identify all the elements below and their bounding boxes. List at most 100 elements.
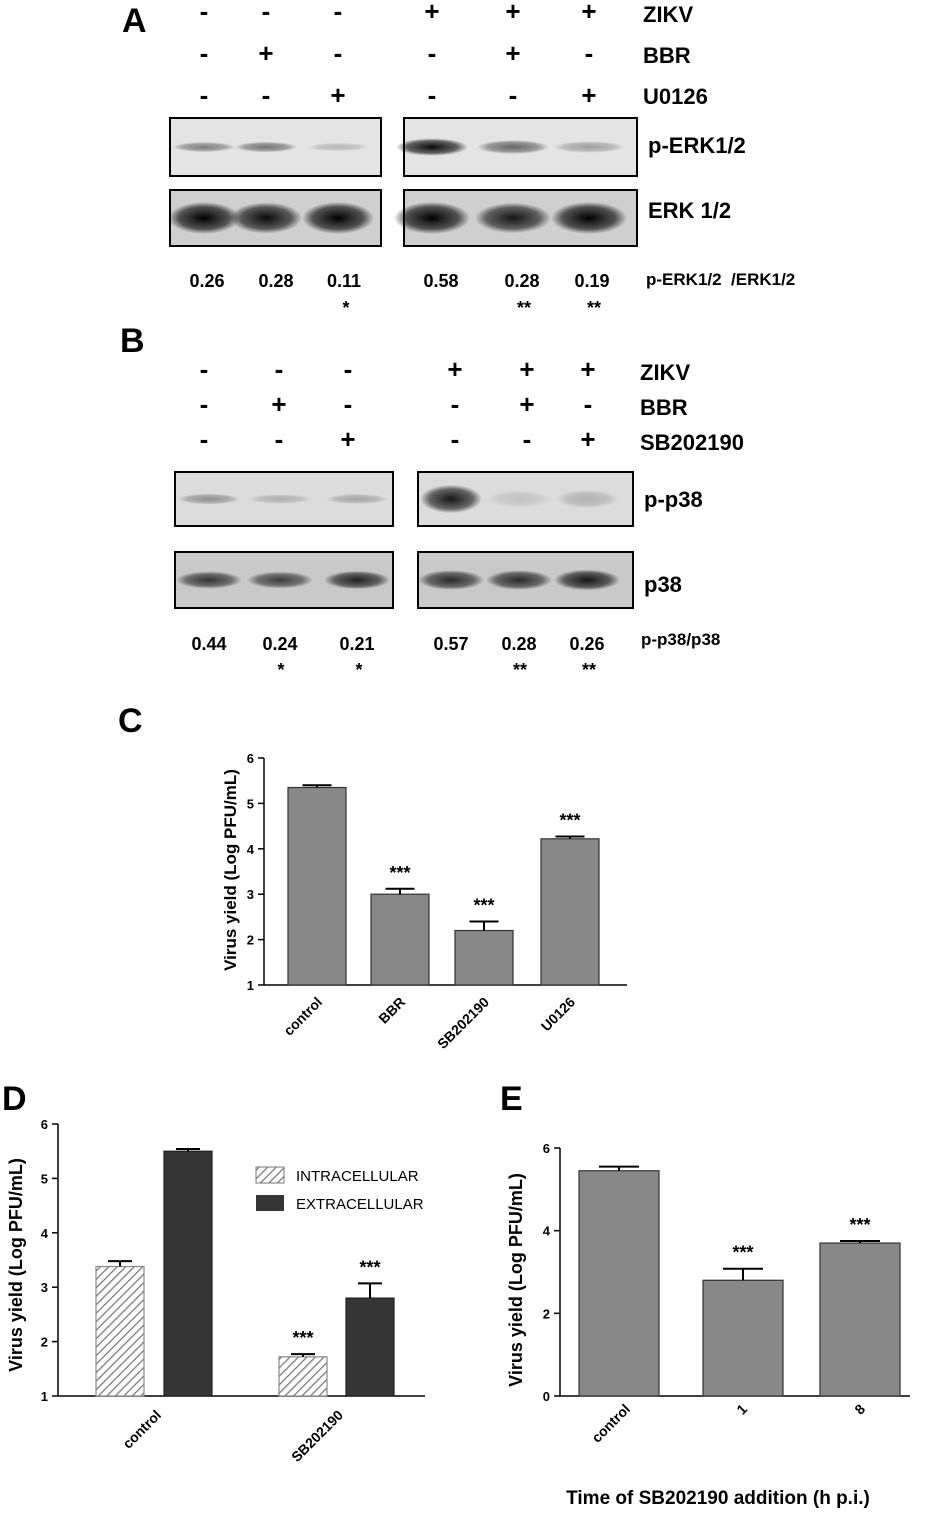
y-tick-label: 1 bbox=[247, 978, 254, 993]
y-tick-label: 5 bbox=[247, 796, 254, 811]
x-tick-label: control bbox=[280, 994, 325, 1039]
sign: - bbox=[451, 424, 460, 454]
panel-label-c: C bbox=[118, 702, 143, 740]
chart-e-xlabel: Time of SB202190 addition (h p.i.) bbox=[566, 1488, 870, 1509]
blot-band bbox=[418, 570, 484, 590]
blot-band bbox=[556, 490, 618, 508]
blot-band bbox=[554, 569, 620, 591]
sign: + bbox=[580, 354, 595, 384]
significance-label: *** bbox=[473, 895, 494, 915]
sign: + bbox=[447, 354, 462, 384]
row-label-bbr: BBR bbox=[643, 43, 691, 68]
sign: + bbox=[271, 389, 286, 419]
sign: - bbox=[200, 354, 209, 384]
sign: - bbox=[585, 38, 594, 68]
blot-band bbox=[230, 202, 302, 234]
bar bbox=[370, 893, 430, 986]
significance-star: ** bbox=[582, 660, 596, 680]
bar bbox=[702, 1279, 784, 1397]
sign: + bbox=[580, 424, 595, 454]
x-tick-label: 8 bbox=[851, 1401, 868, 1418]
bar bbox=[345, 1297, 395, 1397]
sign: + bbox=[519, 354, 534, 384]
sign: - bbox=[584, 389, 593, 419]
blot-band bbox=[302, 202, 374, 234]
ratio-value: 0.57 bbox=[433, 634, 468, 654]
y-tick-label: 2 bbox=[543, 1306, 550, 1321]
legend-swatch-extracellular bbox=[256, 1195, 284, 1211]
blot-band bbox=[168, 202, 240, 234]
sign: + bbox=[424, 0, 439, 26]
significance-star: * bbox=[355, 660, 362, 680]
sign: - bbox=[334, 38, 343, 68]
y-tick-label: 4 bbox=[247, 842, 255, 857]
ratio-value: 0.11 bbox=[327, 271, 361, 291]
blot-band bbox=[176, 571, 242, 589]
y-tick-label: 2 bbox=[41, 1335, 48, 1350]
sign: - bbox=[344, 389, 353, 419]
blot-band bbox=[475, 202, 551, 234]
sign: + bbox=[519, 389, 534, 419]
sign: - bbox=[200, 0, 209, 26]
y-tick-label: 3 bbox=[41, 1280, 48, 1295]
sign: - bbox=[428, 80, 437, 110]
blot-band bbox=[486, 570, 552, 590]
ratio-value: 0.21 bbox=[339, 634, 374, 654]
sign: - bbox=[509, 80, 518, 110]
significance-label: *** bbox=[359, 1257, 380, 1277]
y-tick-label: 0 bbox=[543, 1389, 550, 1404]
ratio-label: p-p38/p38 bbox=[641, 630, 720, 649]
bar bbox=[287, 786, 347, 986]
row-label-bbr: BBR bbox=[640, 395, 688, 420]
significance-label: *** bbox=[732, 1243, 753, 1263]
y-tick-label: 2 bbox=[247, 933, 254, 948]
panel-b-row-bbr: - + - - + - BBR bbox=[200, 389, 688, 420]
bar bbox=[278, 1356, 328, 1397]
sign: + bbox=[340, 424, 355, 454]
sign: - bbox=[200, 424, 209, 454]
bar bbox=[578, 1170, 660, 1397]
chart-c: 1 2 3 4 5 6 *** *** *** control BBR SB202190 U0126 bbox=[247, 751, 627, 1052]
ratio-value: 0.19 bbox=[574, 271, 609, 291]
bar bbox=[819, 1242, 901, 1397]
panel-a-row-bbr: - + - - + - BBR bbox=[200, 38, 691, 68]
ratio-value: 0.24 bbox=[262, 634, 297, 654]
sign: - bbox=[523, 424, 532, 454]
bar bbox=[540, 838, 600, 986]
sign: + bbox=[258, 38, 273, 68]
sign: - bbox=[200, 38, 209, 68]
sign: - bbox=[451, 389, 460, 419]
y-tick-label: 3 bbox=[247, 887, 254, 902]
x-tick-label: 1 bbox=[733, 1401, 750, 1418]
y-tick-label: 1 bbox=[41, 1389, 48, 1404]
sign: + bbox=[505, 0, 520, 26]
panel-label-b: B bbox=[120, 322, 145, 360]
panel-a-blots bbox=[168, 117, 638, 247]
x-tick-label: SB202190 bbox=[288, 1407, 346, 1465]
panel-b-quantification: 0.44 0.24 0.21 0.57 0.28 0.26 * * ** ** … bbox=[191, 630, 720, 680]
blot-band bbox=[396, 138, 468, 156]
chart-e-ylabel: Virus yield (Log PFU/mL) bbox=[506, 1173, 526, 1387]
x-tick-label: BBR bbox=[375, 994, 408, 1027]
y-tick-label: 6 bbox=[543, 1141, 550, 1156]
significance-star: * bbox=[277, 660, 284, 680]
blot-label-p-erk: p-ERK1/2 bbox=[648, 133, 746, 158]
panel-b-blots bbox=[174, 471, 634, 609]
bar bbox=[163, 1150, 213, 1397]
x-tick-label: control bbox=[588, 1401, 633, 1446]
blot-band bbox=[249, 494, 311, 504]
panel-a-quantification: 0.26 0.28 0.11 0.58 0.28 0.19 * ** ** p-… bbox=[189, 270, 795, 318]
blot-band bbox=[326, 494, 388, 504]
significance-label: *** bbox=[849, 1215, 870, 1235]
significance-label: *** bbox=[559, 811, 580, 831]
panel-a-row-u0126: - - + - - + U0126 bbox=[200, 80, 708, 110]
blot-band bbox=[247, 571, 313, 589]
ratio-value: 0.28 bbox=[258, 271, 293, 291]
blot-label-p-p38: p-p38 bbox=[644, 487, 703, 512]
x-tick-label: SB202190 bbox=[434, 994, 492, 1052]
y-tick-label: 4 bbox=[41, 1226, 49, 1241]
blot-band bbox=[178, 493, 240, 505]
blot-band bbox=[551, 202, 627, 234]
blot-band bbox=[488, 490, 550, 508]
sign: - bbox=[275, 424, 284, 454]
